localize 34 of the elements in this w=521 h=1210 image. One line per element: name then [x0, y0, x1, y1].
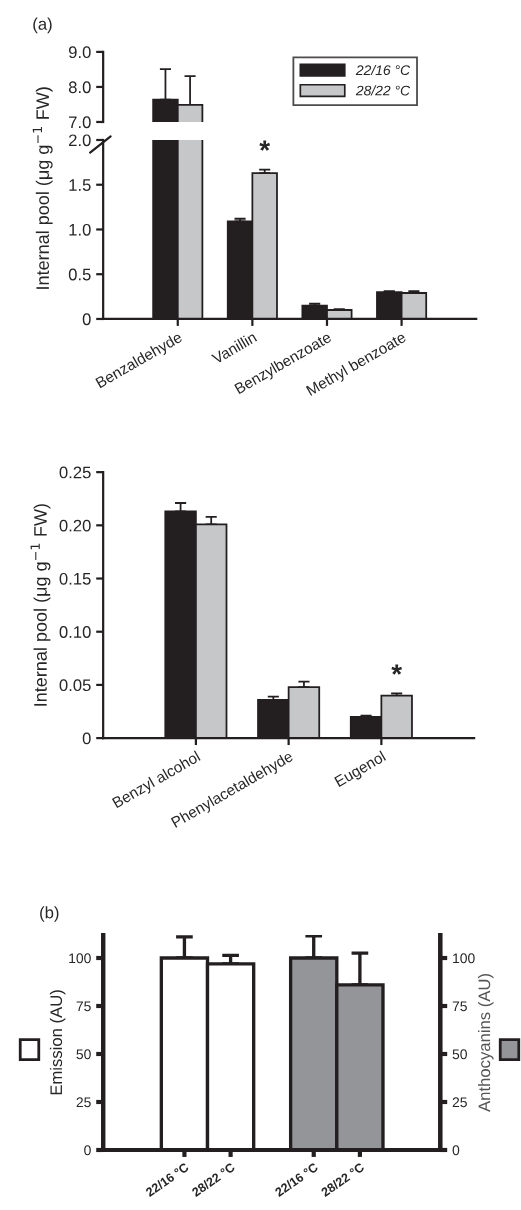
y2-axis-title: Anthocyanins (AU) [478, 974, 494, 1112]
y-tick-label: 1.0 [69, 223, 91, 236]
y-tick-label: 25 [76, 1097, 91, 1108]
chart-title: (b) [40, 906, 59, 922]
y-axis-title: Internal pool (μg g$^{−1}$ FW) [30, 504, 51, 706]
annotation: * [391, 664, 403, 675]
y-axis-title: Internal pool (μg g$^{−1}$ FW) [32, 87, 53, 289]
y-tick-label: 2.0 [69, 134, 91, 147]
y-tick-label: 0.15 [59, 572, 91, 585]
y-tick-label: 0.25 [59, 466, 91, 479]
y-tick-label: 8.0 [68, 81, 91, 94]
y2-tick-label: 50 [452, 1049, 467, 1060]
y-tick-label: 9.0 [68, 46, 91, 59]
legend-label: 28/22 °C [355, 85, 411, 96]
y-tick-label: 100 [69, 953, 91, 964]
y-axis-title: Emission (AU) [49, 990, 66, 1095]
y-tick-label: 0 [82, 732, 91, 745]
y-tick-label: 0.20 [59, 519, 91, 532]
y-tick-label: 0 [84, 1145, 91, 1156]
legend-label: 22/16 °C [355, 64, 411, 76]
annotation: * [259, 140, 271, 151]
y-tick-label: 0.10 [59, 626, 91, 638]
y-tick-label: 0 [82, 313, 91, 326]
y-tick-label: 7.0 [69, 116, 91, 129]
chart-title: (a) [33, 17, 52, 34]
y-tick-label: 0.05 [59, 679, 91, 692]
y-tick-label: 0.5 [68, 268, 91, 281]
y2-tick-label: 100 [453, 953, 475, 964]
y2-tick-label: 25 [452, 1097, 467, 1108]
y-tick-label: 50 [76, 1049, 91, 1060]
y-tick-label: 75 [76, 1001, 91, 1012]
y-tick-label: 1.5 [69, 179, 91, 191]
y2-tick-label: 0 [452, 1145, 460, 1156]
y2-tick-label: 75 [452, 1001, 467, 1012]
